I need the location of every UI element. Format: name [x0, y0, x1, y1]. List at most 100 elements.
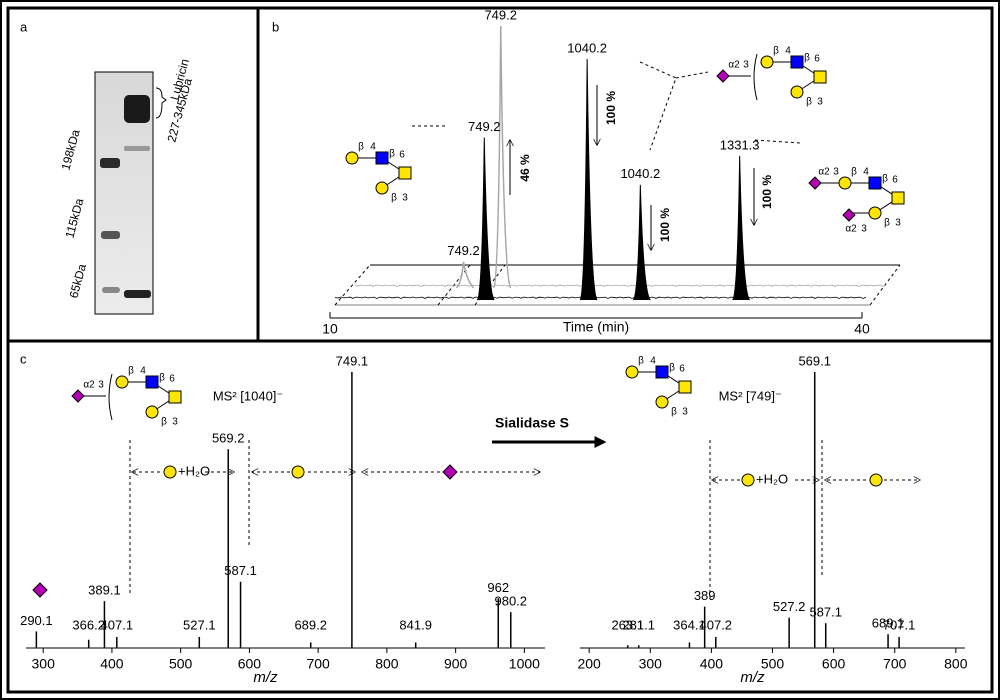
galactose: [625, 365, 639, 379]
linkage-label: β: [806, 97, 812, 108]
x-tick-label: 800: [944, 656, 968, 672]
gel-band: [124, 290, 151, 298]
peak-label: 1331.3: [720, 137, 760, 152]
peak-label: 749.2: [447, 243, 480, 258]
x-tick-label: 400: [100, 656, 124, 672]
galactose: [760, 55, 774, 69]
peak-label: 407.1: [101, 617, 134, 632]
linkage-label: 3: [861, 224, 867, 235]
galactose: [741, 473, 755, 487]
bracket: [108, 373, 113, 421]
x-tick-label: 800: [375, 656, 399, 672]
linkage-label: 3: [833, 167, 839, 178]
panel-label: c: [20, 351, 27, 366]
panel-label: a: [20, 19, 28, 34]
leader: [639, 61, 709, 151]
box-edge: [334, 264, 371, 306]
peak: [732, 155, 751, 301]
peak-label: 366.2: [72, 617, 105, 632]
linkage-label: β: [882, 174, 888, 185]
x-tick-label: 700: [883, 656, 907, 672]
linkage-label: α2: [728, 60, 740, 71]
fragment-label: +H₂O: [756, 471, 788, 486]
x-axis-label: m/z: [740, 669, 765, 686]
linkage-label: β: [358, 142, 364, 153]
linkage-label: 4: [140, 366, 146, 377]
ratio-label: 46 %: [518, 154, 532, 182]
x-axis-label: Time (min): [563, 319, 629, 335]
galactose: [838, 176, 852, 190]
peak-label: 587.1: [809, 605, 842, 620]
peak: [476, 137, 495, 301]
x-tick-label: 600: [822, 656, 846, 672]
peak-label: 569.1: [798, 353, 831, 368]
peak-label: 749.1: [336, 353, 369, 368]
glcnac: [868, 176, 882, 190]
peak: [493, 25, 512, 289]
fragment-label: +H₂O: [178, 463, 210, 478]
panel-c-box: [6, 339, 994, 694]
peak-label: 980.2: [494, 594, 527, 609]
linkage-label: 3: [817, 97, 823, 108]
x-tick-label: 40: [854, 321, 870, 337]
box-edge: [869, 264, 901, 306]
linkage-label: 3: [682, 407, 688, 418]
peak-label: 263.1: [611, 617, 644, 632]
galactose: [868, 206, 882, 220]
linkage-label: 3: [172, 417, 178, 428]
peak-label: 527.1: [183, 617, 216, 632]
peak-label: 290.1: [20, 613, 53, 628]
linkage-label: 3: [402, 193, 408, 204]
galactose: [291, 465, 305, 479]
glcnac: [655, 365, 669, 379]
ratio-label: 100 %: [604, 91, 618, 125]
linkage-label: β: [159, 373, 165, 384]
peak-label: 364.1: [673, 617, 706, 632]
peak-label: 587.1: [224, 563, 257, 578]
peak-label: 407.2: [700, 617, 733, 632]
linkage-label: 4: [370, 142, 376, 153]
sialic-acid: [808, 176, 822, 190]
galnac: [398, 166, 412, 180]
linkage-label: β: [389, 149, 395, 160]
linkage-label: β: [161, 417, 167, 428]
bracket: [155, 87, 167, 119]
x-tick-label: 300: [639, 656, 663, 672]
linkage-label: β: [669, 363, 675, 374]
sialic-acid: [716, 69, 730, 83]
leader: [754, 139, 801, 144]
x-tick-label: 10: [322, 321, 338, 337]
bracket: [753, 53, 758, 101]
linkage-label: α2: [845, 224, 857, 235]
galactose: [163, 465, 177, 479]
galnac: [813, 70, 827, 84]
sialic-acid: [32, 582, 48, 598]
linkage-label: 6: [399, 150, 405, 161]
peak-label: 841.9: [399, 617, 432, 632]
ratio-label: 100 %: [760, 175, 774, 209]
linkage-label: β: [773, 46, 779, 57]
x-tick-label: 400: [700, 656, 724, 672]
baseline-noise: [334, 296, 867, 299]
linkage-label: β: [884, 218, 890, 229]
linkage-label: 6: [169, 374, 175, 385]
galnac: [168, 390, 182, 404]
peak-label: 389: [694, 588, 716, 603]
x-tick-label: 200: [577, 656, 601, 672]
glcnac: [790, 55, 804, 69]
peak-label: 707.1: [883, 617, 916, 632]
peak-label: 749.2: [468, 119, 501, 134]
gel-band: [124, 146, 150, 151]
peak-label: 569.2: [212, 431, 245, 446]
galactose: [790, 85, 804, 99]
gel-band: [101, 231, 120, 239]
linkage-label: β: [804, 53, 810, 64]
linkage-label: β: [128, 366, 134, 377]
linkage-label: β: [851, 167, 857, 178]
x-tick-label: 500: [169, 656, 193, 672]
gel-band: [124, 95, 150, 123]
spectrum-title: MS² [1040]⁻: [213, 388, 283, 403]
galactose: [115, 375, 129, 389]
